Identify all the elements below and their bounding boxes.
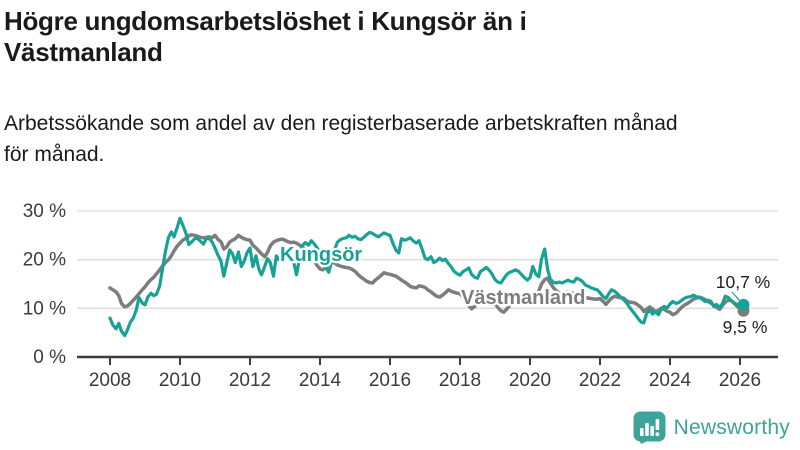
bar-chart-speech-bubble-icon (633, 411, 666, 444)
end-value-label-vastmanland: 9,5 % (723, 317, 768, 337)
series-label-kungsor: Kungsör (280, 244, 362, 266)
logo-bar-2 (644, 423, 649, 436)
chart-subtitle-line1: Arbetssökande som andel av den registerb… (4, 112, 678, 136)
logo-bubble-tail (638, 439, 651, 444)
logo-bar-3 (650, 426, 654, 436)
x-tick-label-2008: 2008 (89, 370, 131, 391)
logo-exclamation-bar (655, 419, 659, 430)
end-value-label-kungsor: 10,7 % (716, 272, 770, 292)
chart-title-line1: Högre ungdomsarbetslöshet i Kungsör än i (4, 6, 527, 36)
chart-title: Högre ungdomsarbetslöshet i Kungsör än i… (0, 0, 684, 68)
series-line-vastmanland (108, 233, 746, 317)
end-leader-line-kungsor (731, 291, 741, 302)
x-tick-label-2014: 2014 (299, 370, 342, 391)
x-tick-label-2022: 2022 (579, 370, 621, 391)
y-tick-label-10: 10 % (23, 298, 66, 319)
logo-bubble (633, 411, 666, 442)
newsworthy-logo: Newsworthy (633, 411, 790, 444)
end-dot-kungsor (737, 298, 750, 311)
x-tick-label-2024: 2024 (649, 370, 692, 391)
series-label-vastmanland: Västmanland (461, 287, 585, 309)
x-tick-label-2026: 2026 (719, 370, 761, 391)
y-tick-label-30: 30 % (23, 201, 66, 222)
logo-bar-1 (639, 428, 644, 436)
y-tick-label-0: 0 % (33, 347, 66, 368)
x-tick-label-2020: 2020 (509, 370, 551, 391)
x-tick-label-2018: 2018 (439, 370, 481, 391)
x-tick-label-2010: 2010 (159, 370, 201, 391)
chart-title-line2: Västmanland (4, 37, 163, 68)
chart-subtitle-line2: för månad. (4, 143, 105, 167)
x-tick-label-2012: 2012 (229, 370, 271, 391)
logo-exclamation-dot (655, 432, 659, 436)
line-chart: 2008 2010 2012 2014 2016 2018 2020 2022 2024 2026… (23, 201, 778, 391)
x-tick-label-2016: 2016 (369, 370, 411, 391)
chart-subtitle: Arbetssökande som andel av den registerb… (0, 68, 794, 170)
newsworthy-logo-text: Newsworthy (673, 415, 790, 439)
series-line-kungsor (108, 216, 746, 338)
y-tick-label-20: 20 % (23, 250, 66, 271)
